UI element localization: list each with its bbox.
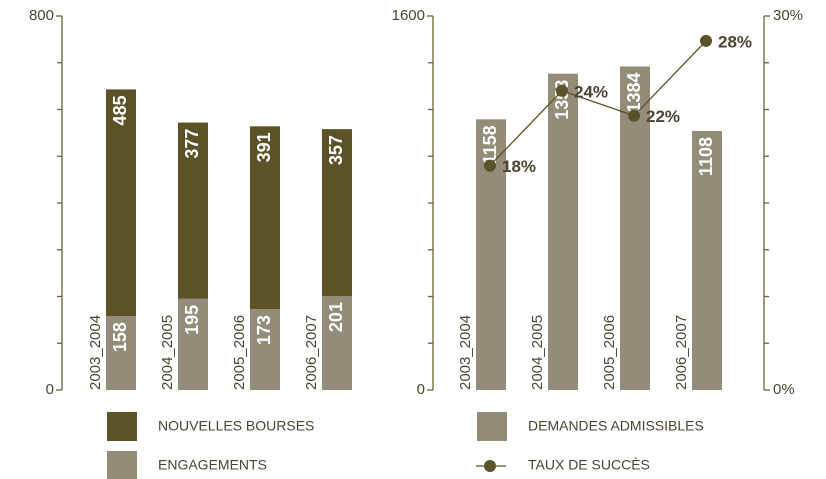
legend-label: ENGAGEMENTS: [158, 457, 267, 473]
x-tick-label: 2005_2006: [601, 315, 618, 390]
x-tick-label: 2003_2004: [87, 315, 104, 390]
bar: [106, 89, 136, 317]
legend-label: TAUX DE SUCCÈS: [528, 457, 650, 473]
legend-marker: [484, 460, 496, 472]
y-tick-label: 0: [417, 381, 425, 398]
y-tick-label: 0: [46, 381, 54, 398]
line: [489, 40, 707, 167]
value-label: 28%: [718, 32, 752, 51]
legend-swatch: [107, 451, 137, 479]
bar: [178, 122, 208, 299]
value-label: 1384: [624, 72, 644, 112]
bar: [250, 309, 280, 390]
line-point: [700, 34, 712, 47]
y-tick-label: 1600: [392, 7, 425, 24]
x-tick-label: 2003_2004: [457, 315, 474, 390]
bar: [250, 126, 280, 310]
value-label: 201: [326, 302, 346, 332]
bar: [322, 129, 352, 297]
line-point: [628, 109, 640, 122]
value-label: 173: [254, 315, 274, 345]
y2-tick-label: 0%: [773, 381, 795, 398]
legend-label: DEMANDES ADMISSIBLES: [528, 418, 704, 434]
value-label: 391: [254, 132, 274, 162]
value-label: 357: [326, 135, 346, 165]
y-tick-label: 800: [29, 7, 54, 24]
bar: [692, 131, 722, 390]
value-label: 1158: [480, 125, 500, 164]
line-point: [556, 84, 568, 97]
value-label: 18%: [502, 157, 536, 176]
value-label: 24%: [574, 82, 608, 101]
value-label: 158: [110, 322, 130, 352]
x-tick-label: 2006_2007: [673, 315, 690, 390]
bar: [106, 316, 136, 390]
x-tick-label: 2006_2007: [303, 315, 320, 390]
x-tick-label: 2004_2005: [529, 315, 546, 390]
value-label: 485: [110, 95, 130, 125]
value-label: 22%: [646, 107, 680, 126]
x-tick-label: 2005_2006: [231, 315, 248, 390]
x-tick-label: 2004_2005: [159, 315, 176, 390]
value-label: 1108: [696, 137, 716, 176]
bar: [322, 296, 352, 390]
legend-swatch: [107, 412, 137, 441]
bar: [548, 73, 578, 390]
bar: [178, 298, 208, 390]
y2-tick-label: 30%: [773, 7, 803, 24]
line-point: [484, 159, 496, 172]
value-label: 377: [182, 129, 202, 159]
legend-label: NOUVELLES BOURSES: [158, 418, 314, 434]
value-label: 195: [182, 305, 202, 335]
legend-swatch: [477, 412, 507, 441]
